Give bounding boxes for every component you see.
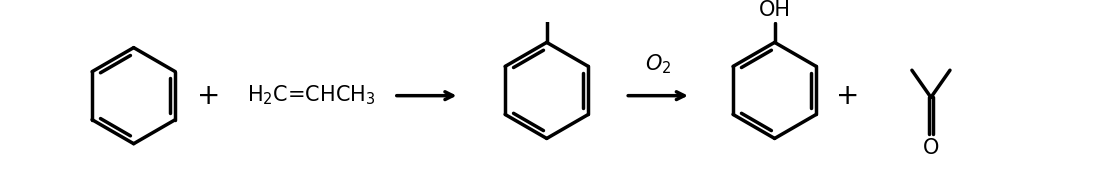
Text: +: + [837,82,860,110]
Text: OH: OH [758,0,791,20]
Text: O$_2$: O$_2$ [645,53,671,76]
Text: +: + [197,82,220,110]
Text: H$_2$C=CHCH$_3$: H$_2$C=CHCH$_3$ [247,84,375,108]
Text: O: O [923,139,939,158]
